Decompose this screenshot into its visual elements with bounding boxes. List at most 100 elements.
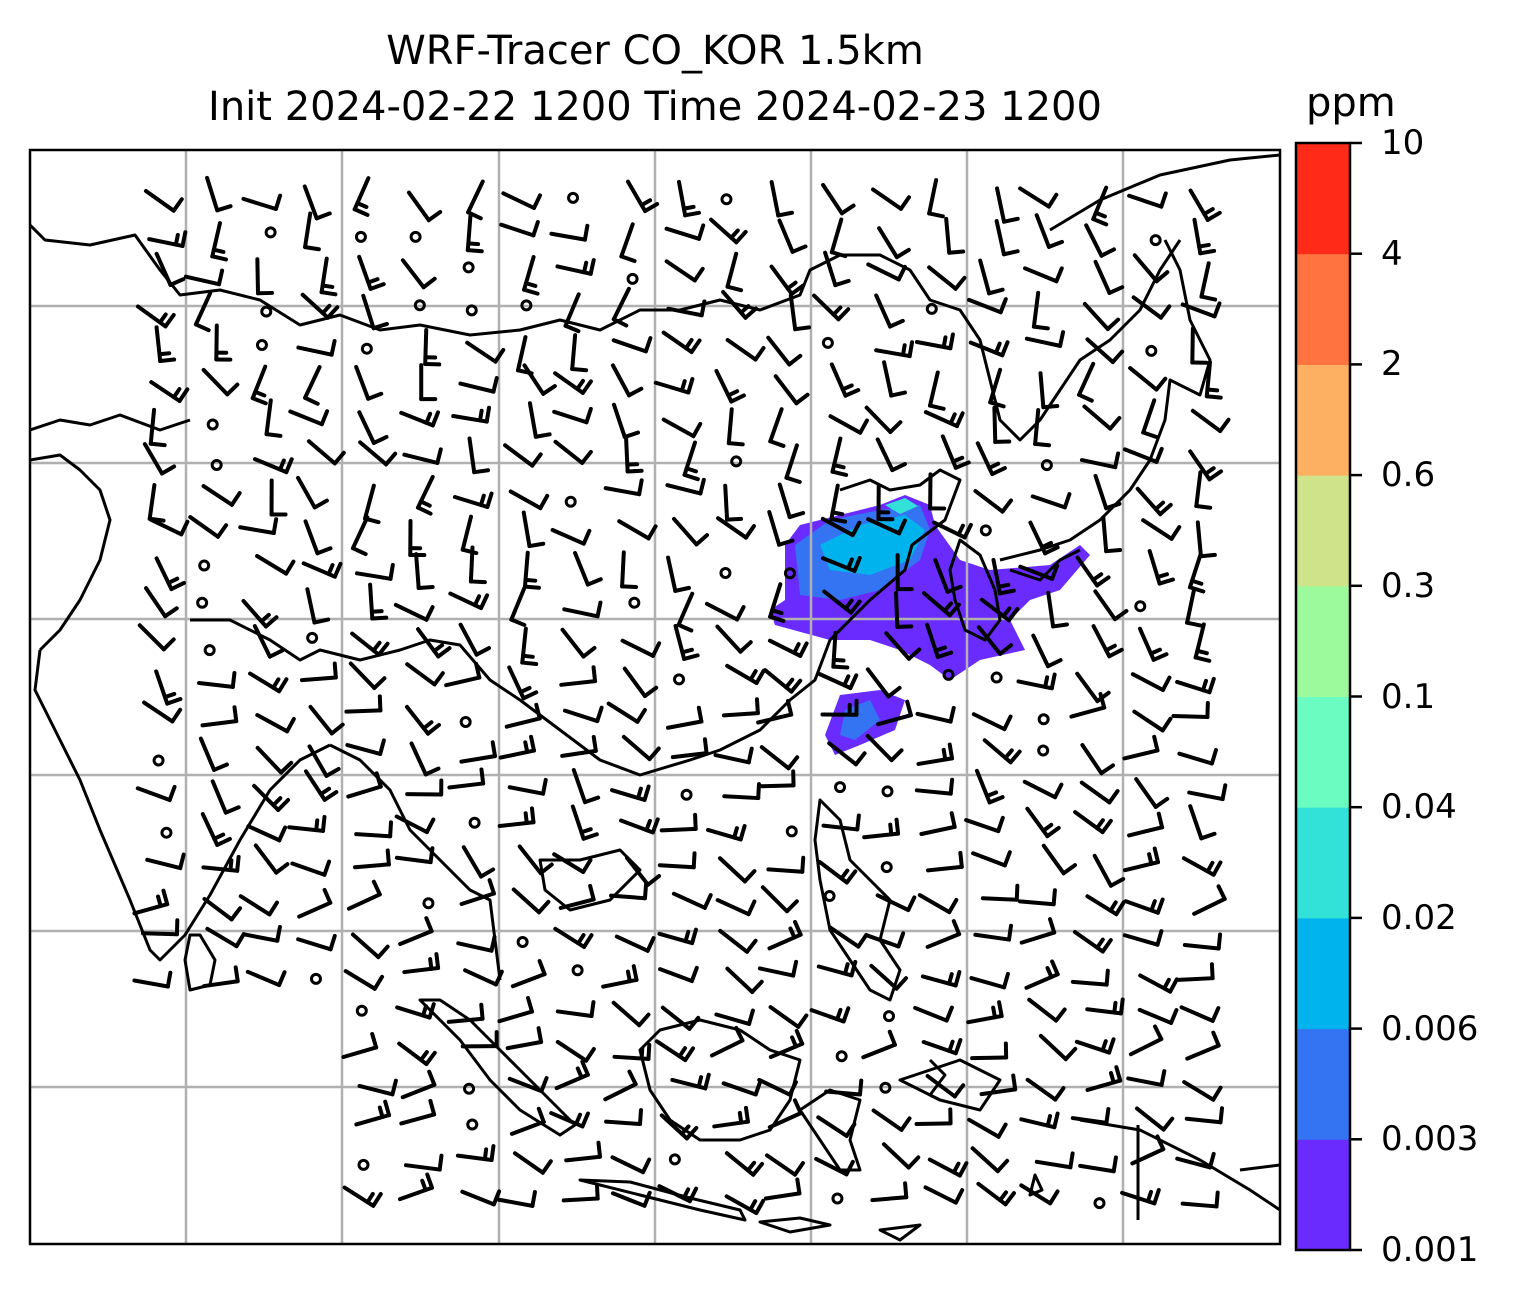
wind-barb <box>509 1106 546 1136</box>
wind-barb <box>1069 692 1107 719</box>
wind-barb <box>343 969 385 991</box>
calm-wind-marker <box>823 890 836 903</box>
wind-barb <box>673 623 700 661</box>
wind-barb <box>142 442 177 476</box>
wind-barb <box>342 1185 383 1208</box>
wind-barb <box>460 1030 499 1049</box>
colorbar-tick-label: 0.003 <box>1381 1119 1479 1160</box>
calm-wind-marker <box>1149 234 1162 247</box>
wind-barb <box>975 441 1007 477</box>
wind-barb <box>154 251 186 287</box>
wind-barb <box>1024 330 1066 348</box>
wind-barb <box>721 290 759 320</box>
wind-barb <box>1085 1065 1123 1092</box>
wind-barb <box>350 515 370 557</box>
wind-barb <box>831 630 850 670</box>
wind-barb <box>345 738 386 756</box>
wind-barb <box>1085 997 1125 1016</box>
wind-barb <box>255 713 296 734</box>
wind-barb <box>866 262 907 282</box>
wind-barb <box>622 666 659 699</box>
calm-wind-marker <box>1093 1197 1106 1210</box>
wind-barb <box>1079 780 1120 805</box>
wind-barb <box>721 1079 763 1097</box>
calm-wind-marker <box>720 193 733 206</box>
wind-barb <box>183 268 225 287</box>
wind-barb <box>308 704 345 736</box>
colorbar-tick-label: 0.04 <box>1381 787 1457 828</box>
wind-barb <box>1070 968 1110 987</box>
calm-wind-marker <box>881 785 894 798</box>
wind-barb <box>768 1028 805 1059</box>
colorbar-segment <box>1296 475 1350 587</box>
calm-wind-marker <box>783 567 796 580</box>
wind-barb <box>765 1153 805 1177</box>
wind-barb <box>406 190 443 223</box>
wind-barb <box>995 186 1020 224</box>
wind-barb <box>1193 622 1212 663</box>
wind-barb <box>570 804 599 841</box>
wind-barb <box>255 554 296 576</box>
calm-wind-marker <box>821 336 834 349</box>
wind-barb <box>895 553 914 592</box>
calm-wind-marker <box>879 1081 892 1094</box>
wind-barb <box>509 586 527 627</box>
wind-barb <box>862 817 901 840</box>
wind-barb <box>1017 888 1057 907</box>
wind-barb <box>665 477 706 496</box>
colorbar-tick-label: 4 <box>1381 233 1403 274</box>
wind-barb <box>661 330 702 354</box>
wind-barb <box>768 582 786 623</box>
wind-barb <box>403 1153 444 1172</box>
calm-wind-marker <box>680 788 693 801</box>
wind-barb <box>419 363 438 402</box>
wind-barb <box>625 179 660 214</box>
wind-barb <box>933 558 963 594</box>
wind-barb <box>1019 1111 1060 1130</box>
wind-barb <box>1079 451 1121 470</box>
wind-barb <box>197 671 237 689</box>
wind-barb <box>670 737 709 760</box>
wind-barb <box>829 483 848 524</box>
wind-barb <box>914 332 955 351</box>
wind-barb <box>1019 1183 1060 1206</box>
calm-wind-marker <box>260 305 273 318</box>
wind-barb <box>864 405 903 434</box>
wind-barb <box>522 255 540 296</box>
wind-barb <box>624 855 662 887</box>
coastline <box>578 1178 747 1222</box>
wind-barb <box>814 1156 855 1177</box>
wind-barb <box>871 1108 912 1132</box>
wind-barb <box>1188 449 1224 482</box>
wind-barb <box>1080 743 1116 776</box>
wind-barb <box>664 223 706 241</box>
wind-barb <box>726 407 745 447</box>
wind-barb <box>1141 518 1182 541</box>
colorbar-tick-label: 0.001 <box>1381 1230 1479 1270</box>
wind-barb <box>560 734 598 758</box>
wind-barb <box>1131 295 1172 320</box>
wind-barb <box>288 409 330 427</box>
co-plume <box>770 495 1090 755</box>
wind-barb <box>1072 930 1113 954</box>
wind-barb <box>1030 492 1072 510</box>
calm-wind-marker <box>152 754 165 767</box>
coastline <box>30 413 191 432</box>
wind-barb <box>914 1107 953 1126</box>
wind-barb <box>1093 473 1122 511</box>
wind-barb <box>659 812 698 833</box>
wind-barb <box>919 811 957 836</box>
wind-barb <box>555 258 596 276</box>
wind-barb <box>994 219 1020 257</box>
calm-wind-marker <box>409 230 422 243</box>
wind-barb <box>809 1006 851 1024</box>
wind-barb <box>1085 894 1126 917</box>
wind-barb <box>921 591 961 618</box>
calm-wind-marker <box>203 644 216 657</box>
wind-barb <box>921 1038 963 1056</box>
wind-barb <box>444 661 482 688</box>
wind-barb <box>723 483 744 522</box>
wind-barb <box>1204 360 1223 400</box>
wind-barb <box>611 286 631 328</box>
wind-barb <box>319 256 338 297</box>
